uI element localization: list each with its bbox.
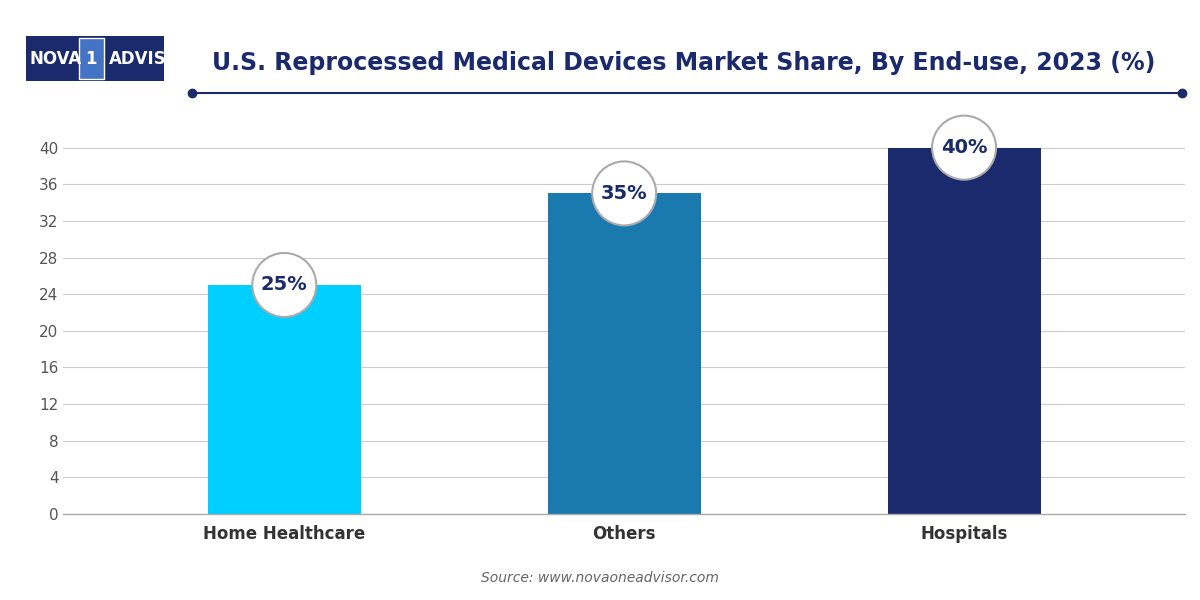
Bar — [547, 193, 701, 514]
Bar — [208, 285, 361, 514]
Text: 40%: 40% — [941, 138, 988, 157]
Text: 1: 1 — [85, 49, 97, 67]
Text: Source: www.novaoneadvisor.com: Source: www.novaoneadvisor.com — [481, 571, 719, 585]
Text: ADVISOR: ADVISOR — [109, 49, 194, 67]
FancyBboxPatch shape — [79, 38, 103, 79]
Bar — [888, 148, 1040, 514]
Text: 25%: 25% — [260, 275, 307, 295]
FancyBboxPatch shape — [26, 36, 164, 81]
Text: NOVA: NOVA — [29, 49, 82, 67]
Text: 35%: 35% — [601, 184, 648, 203]
Text: U.S. Reprocessed Medical Devices Market Share, By End-use, 2023 (%): U.S. Reprocessed Medical Devices Market … — [212, 51, 1156, 75]
